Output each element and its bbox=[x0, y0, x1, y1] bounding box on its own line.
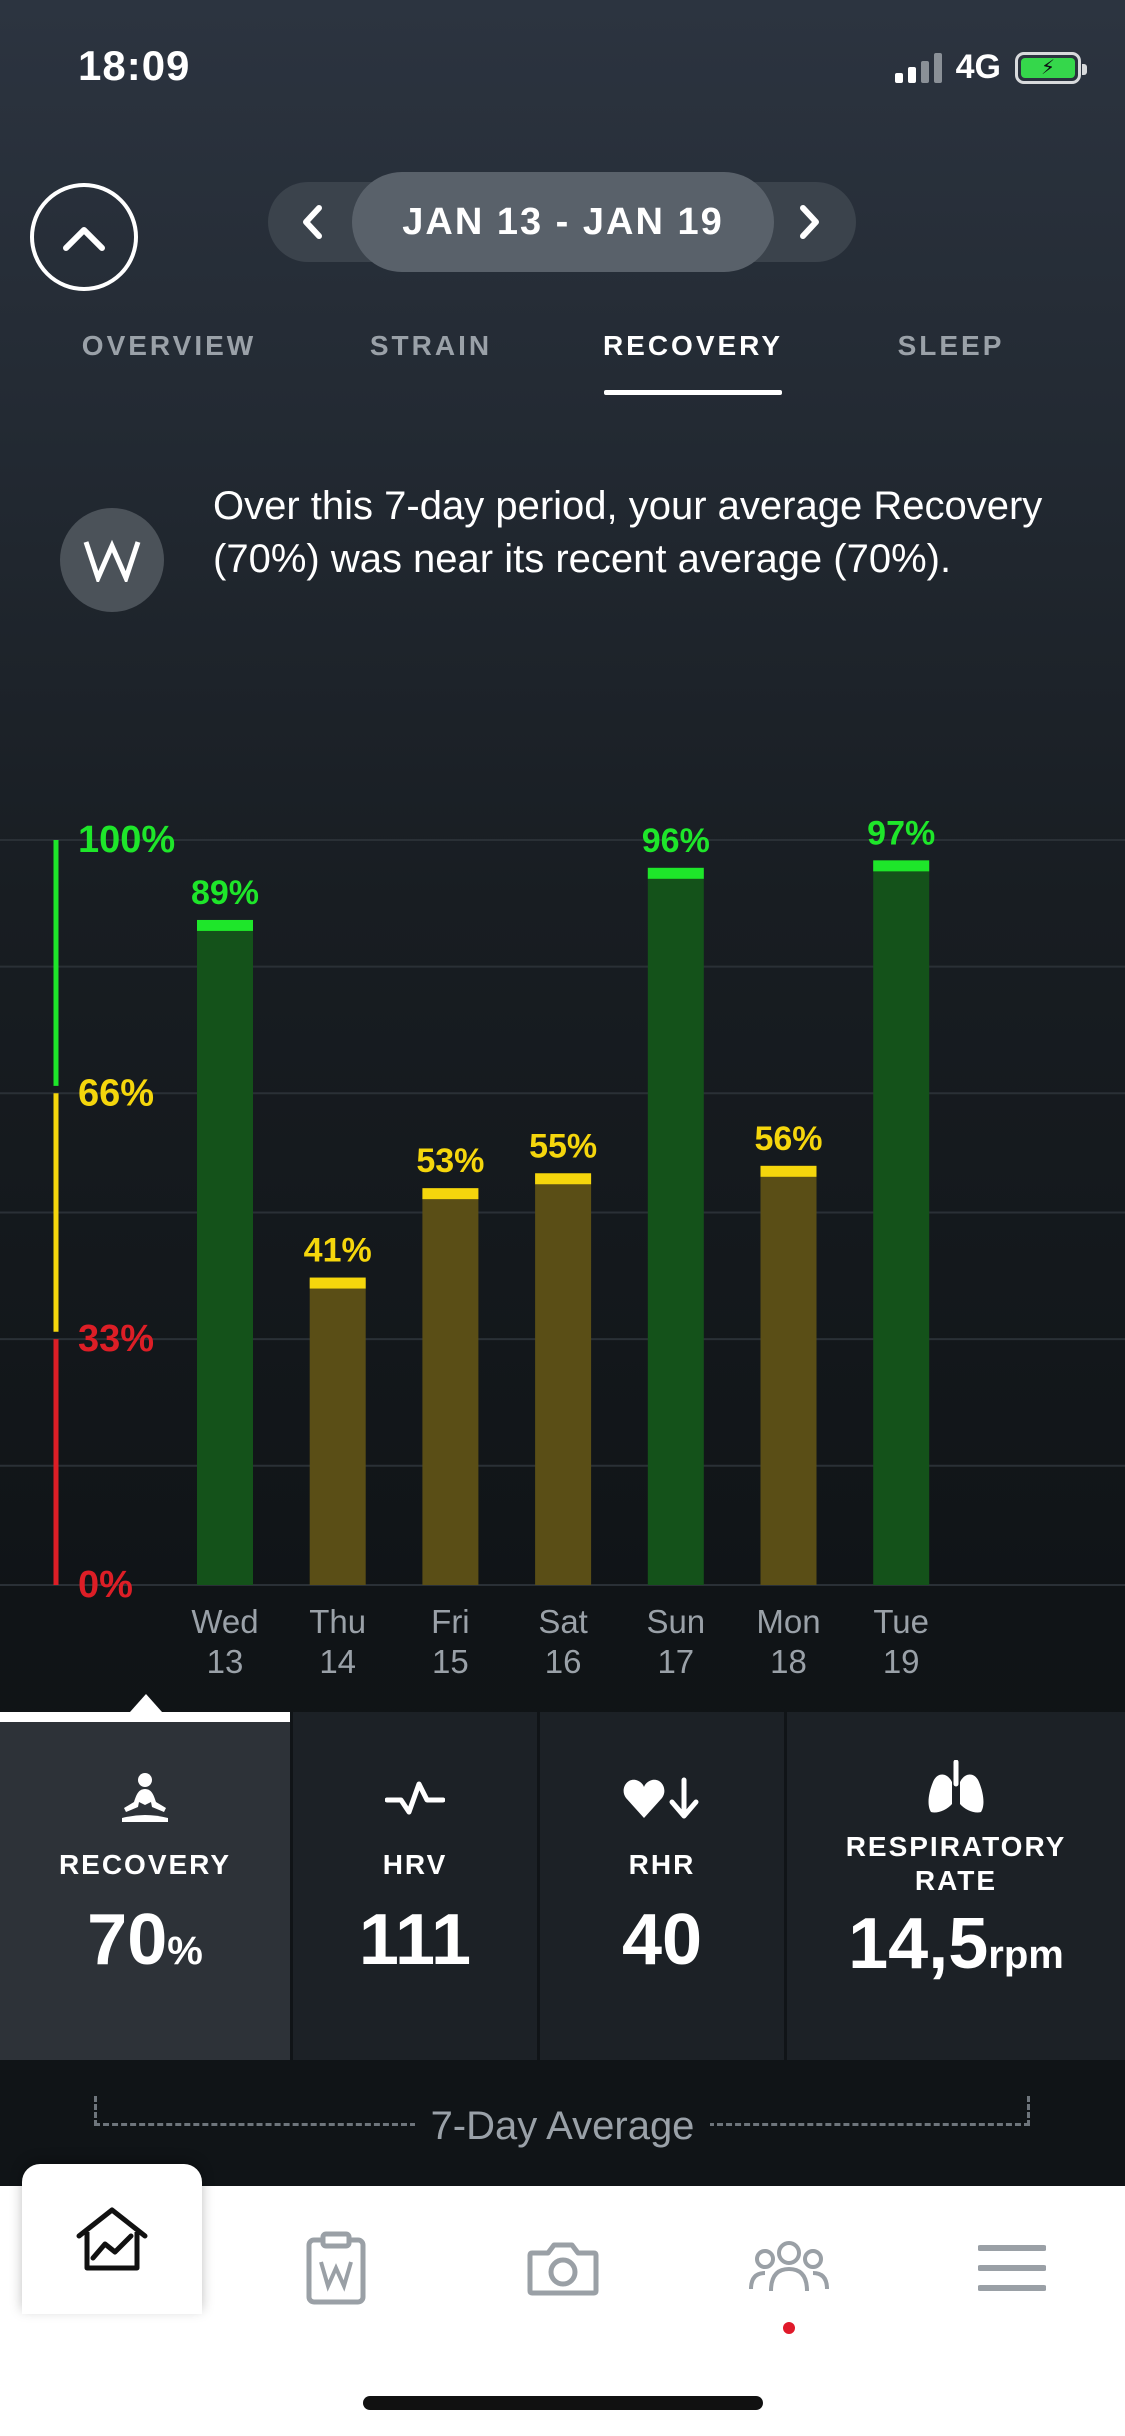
x-tick-date: 18 bbox=[770, 1643, 807, 1680]
notification-dot bbox=[783, 2322, 795, 2334]
bar-cap bbox=[647, 867, 704, 879]
bar-cap bbox=[760, 1165, 817, 1177]
stat-value: 40 bbox=[621, 1900, 703, 1980]
bar bbox=[760, 1167, 817, 1585]
stat-label: RESPIRATORY RATE bbox=[846, 1830, 1067, 1898]
collapse-button[interactable] bbox=[30, 183, 138, 291]
x-tick-day: Fri bbox=[431, 1603, 469, 1640]
y-tick-label: 0% bbox=[78, 1564, 133, 1606]
bar bbox=[197, 921, 253, 1585]
tab-recovery[interactable]: RECOVERY bbox=[602, 330, 784, 361]
x-tick-date: 15 bbox=[432, 1643, 469, 1680]
stat-value: 111 bbox=[358, 1900, 472, 1980]
average-label-wrap: 7-Day Average bbox=[0, 2104, 1125, 2149]
stat-label-line: RESPIRATORY bbox=[845, 1831, 1067, 1862]
x-tick-date: 16 bbox=[545, 1643, 582, 1680]
nav-camera[interactable] bbox=[503, 2218, 623, 2318]
stat-respiratory-rate[interactable]: RESPIRATORY RATE 14,5rpm bbox=[787, 1712, 1125, 2060]
nav-journal[interactable] bbox=[276, 2218, 396, 2318]
bar-value-label: 96% bbox=[642, 822, 710, 860]
x-tick-day: Wed bbox=[191, 1603, 258, 1640]
nav-home[interactable] bbox=[22, 2164, 202, 2314]
stat-label: RECOVERY bbox=[58, 1849, 232, 1880]
bar bbox=[309, 1279, 366, 1585]
status-time: 18:09 bbox=[78, 42, 191, 89]
tab-sleep[interactable]: SLEEP bbox=[897, 330, 1005, 361]
meditation-icon bbox=[118, 1770, 172, 1826]
x-tick-date: 14 bbox=[319, 1643, 356, 1680]
section-tabs: OVERVIEW STRAIN RECOVERY SLEEP bbox=[0, 330, 1125, 410]
x-tick-day: Mon bbox=[756, 1603, 820, 1640]
lungs-icon bbox=[925, 1760, 987, 1816]
next-week-button[interactable] bbox=[770, 182, 850, 262]
average-label: 7-Day Average bbox=[414, 2104, 711, 2148]
bar-cap bbox=[422, 1188, 479, 1200]
stat-value: 14,5 bbox=[848, 1904, 989, 1984]
stat-hrv[interactable]: HRV 111 bbox=[293, 1712, 537, 2060]
nav-menu[interactable] bbox=[952, 2218, 1072, 2318]
camera-icon bbox=[527, 2242, 599, 2296]
stat-unit: % bbox=[167, 1929, 203, 1973]
stat-value: 70 bbox=[87, 1900, 168, 1980]
y-tick-label: 100% bbox=[78, 819, 175, 861]
bar-cap bbox=[873, 860, 930, 872]
home-chart-icon bbox=[76, 2207, 148, 2271]
x-tick-day: Thu bbox=[309, 1603, 366, 1640]
previous-week-button[interactable] bbox=[272, 182, 352, 262]
battery-charging-icon: ⚡ bbox=[1015, 51, 1087, 84]
status-indicators: 4G ⚡ bbox=[894, 48, 1087, 87]
stat-rhr[interactable]: RHR 40 bbox=[540, 1712, 784, 2060]
active-tab-indicator bbox=[604, 390, 782, 395]
y-tick-label: 66% bbox=[78, 1072, 154, 1114]
bar-cap bbox=[535, 1173, 592, 1185]
heart-down-icon bbox=[622, 1770, 702, 1826]
cellular-signal-icon bbox=[894, 52, 942, 83]
stat-label: HRV bbox=[382, 1849, 448, 1880]
bar-cap bbox=[309, 1277, 366, 1289]
stat-recovery[interactable]: RECOVERY 70% bbox=[0, 1712, 290, 2060]
bar-value-label: 53% bbox=[416, 1142, 484, 1180]
date-range-label[interactable]: JAN 13 - JAN 19 bbox=[352, 172, 774, 272]
x-tick-day: Sat bbox=[538, 1603, 588, 1640]
x-tick-date: 13 bbox=[207, 1643, 244, 1680]
bar-value-label: 41% bbox=[304, 1232, 372, 1270]
bar bbox=[647, 869, 704, 1585]
tab-overview[interactable]: OVERVIEW bbox=[81, 330, 257, 361]
tab-strain[interactable]: STRAIN bbox=[369, 330, 493, 361]
chevron-up-icon bbox=[63, 227, 105, 251]
nav-community[interactable] bbox=[729, 2218, 849, 2318]
y-tick-label: 33% bbox=[78, 1318, 154, 1360]
menu-icon bbox=[978, 2245, 1046, 2291]
bar bbox=[873, 862, 930, 1585]
x-tick-date: 19 bbox=[883, 1643, 920, 1680]
bar bbox=[535, 1175, 592, 1585]
insight-text: Over this 7-day period, your average Rec… bbox=[213, 484, 1043, 581]
community-icon bbox=[749, 2241, 829, 2292]
hrv-pulse-icon bbox=[385, 1770, 445, 1826]
x-tick-date: 17 bbox=[657, 1643, 694, 1680]
stat-label-line: RATE bbox=[914, 1865, 998, 1896]
network-type: 4G bbox=[955, 48, 1001, 86]
active-stat-pointer bbox=[130, 1694, 162, 1712]
x-tick-day: Tue bbox=[873, 1603, 929, 1640]
stat-unit: rpm bbox=[988, 1933, 1064, 1977]
stats-row: RECOVERY 70% HRV 111 RHR 40 RESPIRATORY … bbox=[0, 1712, 1125, 2060]
x-tick-day: Sun bbox=[646, 1603, 705, 1640]
chevron-right-icon bbox=[800, 205, 819, 239]
home-indicator bbox=[363, 2396, 763, 2410]
chevron-left-icon bbox=[303, 205, 322, 239]
bar-value-label: 56% bbox=[754, 1120, 822, 1158]
bar-value-label: 97% bbox=[867, 814, 935, 852]
stat-label: RHR bbox=[628, 1849, 696, 1880]
whoop-logo-icon bbox=[60, 508, 164, 612]
bar-value-label: 89% bbox=[191, 874, 259, 912]
bar-value-label: 55% bbox=[529, 1127, 597, 1165]
bar bbox=[422, 1190, 479, 1585]
bar-cap bbox=[197, 919, 253, 931]
clipboard-icon bbox=[306, 2231, 366, 2305]
